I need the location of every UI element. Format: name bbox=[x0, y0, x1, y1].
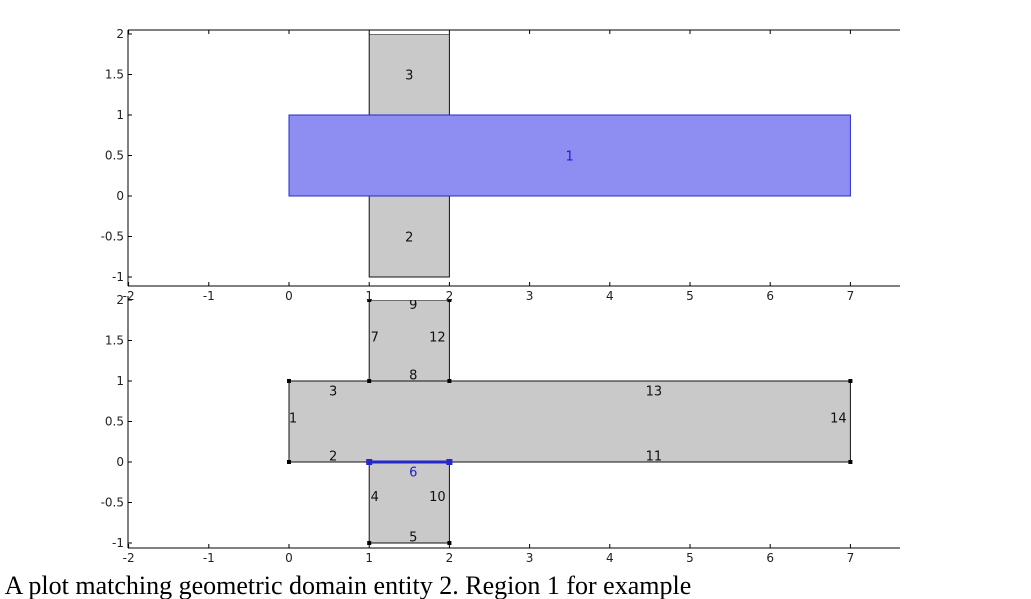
top-x-tick-label: 0 bbox=[285, 289, 293, 303]
top-x-tick-label: 3 bbox=[526, 289, 534, 303]
vertex-point bbox=[446, 459, 453, 465]
domain-1-region bbox=[288, 114, 851, 197]
bottom-x-tick-label: 6 bbox=[766, 551, 774, 565]
top-x-tick-label: -2 bbox=[123, 289, 135, 303]
bottom-x-tick-label: -2 bbox=[123, 551, 135, 565]
boundary-1-label: 1 bbox=[289, 411, 297, 426]
top-x-tick-label: -1 bbox=[203, 289, 215, 303]
bottom-x-tick-label: 3 bbox=[526, 551, 534, 565]
gray-region bbox=[369, 462, 450, 543]
vertex-point bbox=[848, 460, 853, 464]
gray-region bbox=[369, 300, 450, 381]
top-x-tick-label: 6 bbox=[766, 289, 774, 303]
domain-2-region bbox=[368, 195, 450, 278]
boundary-3-label: 3 bbox=[329, 385, 337, 400]
bottom-x-tick-label: 2 bbox=[446, 551, 454, 565]
boundary-4-label: 4 bbox=[371, 490, 379, 505]
boundary-7-label: 7 bbox=[371, 330, 379, 345]
vertex-point bbox=[287, 379, 291, 383]
top-y-tick-label: -0.5 bbox=[101, 230, 124, 244]
boundary-14-label: 14 bbox=[830, 411, 847, 426]
top-y-tick-label: 1.5 bbox=[105, 68, 124, 82]
top-x-tick-label: 2 bbox=[446, 289, 454, 303]
bottom-y-tick-label: -1 bbox=[112, 536, 124, 550]
top-y-tick-label: 2 bbox=[116, 27, 124, 41]
vertex-point bbox=[367, 379, 372, 383]
top-x-tick-label: 1 bbox=[365, 289, 373, 303]
boundary-5-label: 5 bbox=[409, 531, 417, 546]
vertex-point bbox=[366, 459, 373, 465]
boundary-11-label: 11 bbox=[646, 450, 663, 465]
boundary-2-label: 2 bbox=[329, 450, 337, 465]
top-x-tick-label: 5 bbox=[686, 289, 694, 303]
bottom-x-tick-label: 0 bbox=[285, 551, 293, 565]
top-y-tick-label: 0 bbox=[116, 189, 124, 203]
bottom-x-tick-label: 5 bbox=[686, 551, 694, 565]
top-y-tick-label: 0.5 bbox=[105, 149, 124, 163]
figure-caption: 2. A plot matching geometric domain enti… bbox=[0, 572, 692, 599]
domain-3-label: 3 bbox=[405, 69, 413, 84]
domain-3-region bbox=[368, 34, 450, 116]
domain-1-label: 1 bbox=[566, 150, 574, 165]
bottom-x-tick-label: 1 bbox=[365, 551, 373, 565]
bottom-y-tick-label: 2 bbox=[116, 293, 124, 307]
bottom-y-tick-label: 0 bbox=[116, 455, 124, 469]
bottom-x-tick-label: 4 bbox=[606, 551, 614, 565]
bottom-x-tick-label: -1 bbox=[203, 551, 215, 565]
vertex-point bbox=[447, 300, 452, 302]
boundary-9-label: 9 bbox=[409, 298, 417, 313]
boundary-12-label: 12 bbox=[429, 330, 446, 345]
bottom-y-tick-label: 0.5 bbox=[105, 415, 124, 429]
vertex-point bbox=[447, 541, 452, 545]
vertex-point bbox=[367, 541, 372, 545]
vertex-point bbox=[848, 379, 853, 383]
boundary-8-label: 8 bbox=[409, 369, 417, 384]
top-x-tick-label: 7 bbox=[847, 289, 855, 303]
boundary-13-label: 13 bbox=[646, 385, 663, 400]
gray-region bbox=[289, 381, 851, 462]
domain-2-label: 2 bbox=[405, 231, 413, 246]
geometry-figure: 231-2 -1 0 1 2 3 4 5 6 721.510.50-0.5-1 123456789… bbox=[101, 27, 900, 565]
top-y-tick-label: -1 bbox=[112, 270, 124, 284]
boundary-6-label: 6 bbox=[409, 466, 417, 481]
bottom-y-tick-label: -0.5 bbox=[101, 496, 124, 510]
domain-plot: 2 3 1 -2 -1 0 1 2 3 4 5 6 7 2 1.5 1 0.5 0 -0.5 -1 bbox=[101, 27, 900, 303]
top-x-tick-label: 4 bbox=[606, 289, 614, 303]
vertex-point bbox=[287, 460, 291, 464]
vertex-point bbox=[447, 379, 452, 383]
boundary-10-label: 10 bbox=[429, 490, 446, 505]
bottom-x-tick-label: 7 bbox=[847, 551, 855, 565]
top-y-tick-label: 1 bbox=[116, 108, 124, 122]
bottom-y-tick-label: 1 bbox=[116, 374, 124, 388]
bottom-y-tick-label: 1.5 bbox=[105, 334, 124, 348]
vertex-point bbox=[367, 300, 372, 302]
top-domain-layer: 2 3 1 bbox=[288, 34, 851, 278]
